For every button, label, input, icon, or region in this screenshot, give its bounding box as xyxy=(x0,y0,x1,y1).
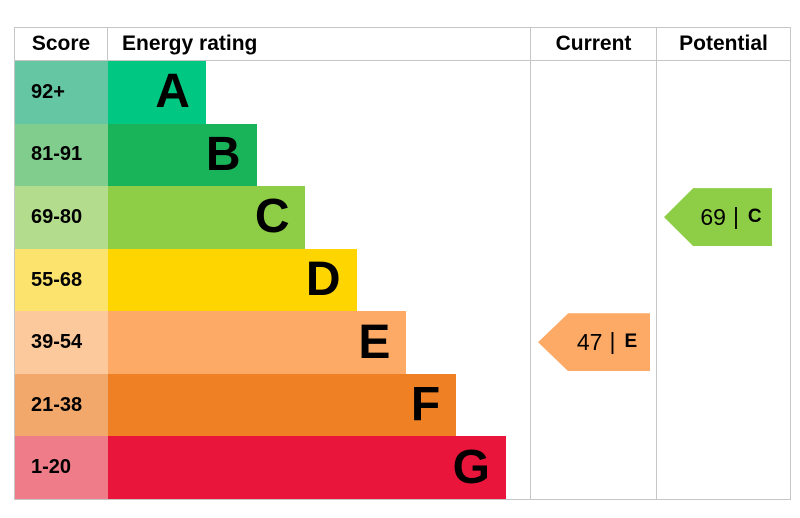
score-column-header: Score xyxy=(15,28,108,60)
current-rating-column: 47 | E xyxy=(530,61,656,499)
grade-letter-c: C xyxy=(254,190,290,244)
score-range-b: 81-91 xyxy=(15,123,108,187)
band-row-a: 92+ A xyxy=(15,61,530,124)
rating-bar-d: D xyxy=(108,248,357,312)
potential-rating-divider: | xyxy=(732,202,739,229)
bar-track-f: F xyxy=(108,373,530,437)
bar-track-d: D xyxy=(108,248,530,312)
bar-track-e: E xyxy=(108,311,530,374)
score-range-a: 92+ xyxy=(15,61,108,124)
current-rating-value: 47 xyxy=(576,328,603,355)
potential-column-header: Potential xyxy=(656,28,790,60)
score-range-d: 55-68 xyxy=(15,248,108,312)
score-range-e: 39-54 xyxy=(15,311,108,374)
rating-bar-e: E xyxy=(108,311,407,374)
score-range-g: 1-20 xyxy=(15,436,108,500)
grade-letter-a: A xyxy=(155,65,190,119)
rating-bands: 92+ A 81-91 B 69-8 xyxy=(15,61,530,500)
current-column-header: Current xyxy=(530,28,656,60)
epc-rating-table: Score Energy rating Current Potential 92… xyxy=(14,27,791,500)
table-header-row: Score Energy rating Current Potential xyxy=(15,28,790,61)
rating-bar-f: F xyxy=(108,373,457,437)
potential-rating-arrow: 69 | C xyxy=(664,188,772,247)
band-row-g: 1-20 G xyxy=(15,436,530,500)
grade-letter-e: E xyxy=(358,315,391,369)
grade-letter-b: B xyxy=(205,127,241,181)
bar-track-c: C xyxy=(108,186,530,249)
rating-bar-g: G xyxy=(108,436,506,500)
grade-letter-f: F xyxy=(410,378,441,432)
grade-letter-d: D xyxy=(305,253,341,307)
band-row-d: 55-68 D xyxy=(15,248,530,312)
potential-rating-grade: C xyxy=(747,206,762,228)
bar-track-a: A xyxy=(108,61,530,124)
potential-rating-column: 69 | C xyxy=(656,61,790,499)
bar-track-b: B xyxy=(108,123,530,187)
current-rating-grade: E xyxy=(624,331,638,353)
band-row-f: 21-38 F xyxy=(15,373,530,437)
potential-rating-value: 69 xyxy=(700,203,726,230)
score-range-f: 21-38 xyxy=(15,373,108,437)
table-body: 92+ A 81-91 B 69-8 xyxy=(15,61,790,500)
current-rating-divider: | xyxy=(609,327,616,354)
score-range-c: 69-80 xyxy=(15,186,108,249)
grade-letter-g: G xyxy=(452,440,490,494)
band-row-b: 81-91 B xyxy=(15,123,530,187)
band-row-e: 39-54 E xyxy=(15,311,530,374)
rating-bar-c: C xyxy=(108,186,306,249)
current-rating-arrow: 47 | E xyxy=(538,313,650,372)
rating-bar-a: A xyxy=(108,61,206,124)
bar-track-g: G xyxy=(108,436,530,500)
energy-rating-column-header: Energy rating xyxy=(122,32,258,55)
band-row-c: 69-80 C xyxy=(15,186,530,249)
rating-bar-b: B xyxy=(108,123,257,187)
